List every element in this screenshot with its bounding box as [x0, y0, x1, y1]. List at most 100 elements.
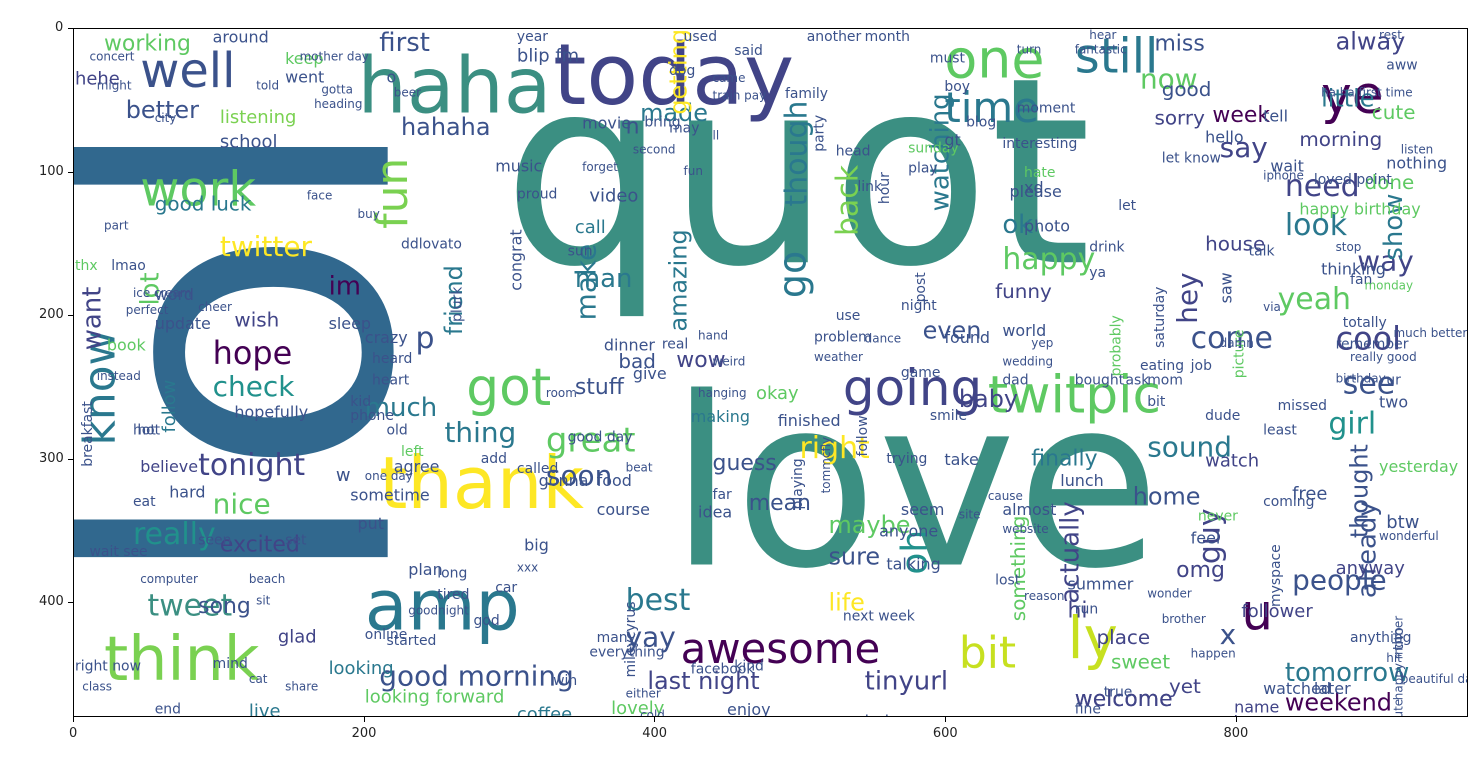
- word-w: w: [336, 465, 351, 486]
- word-go: go: [771, 251, 815, 298]
- word-friend: friend: [440, 265, 468, 335]
- word-sit: sit: [256, 594, 271, 608]
- word-cause: cause: [988, 489, 1023, 503]
- word-movie: movie: [582, 113, 631, 132]
- word-listening: listening: [220, 107, 297, 128]
- word-long: long: [437, 566, 467, 582]
- word-kind: kind: [734, 659, 764, 675]
- word-party: party: [812, 115, 828, 152]
- word-best: best: [626, 583, 691, 618]
- word-wait: wait: [1270, 156, 1303, 175]
- word-guy: guy: [1193, 508, 1228, 564]
- word-buy: buy: [358, 207, 380, 221]
- word-hehe: hehe: [75, 68, 120, 89]
- word-follow: follow: [159, 380, 180, 433]
- word-ask: ask: [1125, 372, 1150, 388]
- word-second: second: [633, 143, 676, 157]
- word-ye: ye: [1321, 66, 1384, 126]
- word-mom: mom: [1147, 372, 1183, 388]
- word-drink: drink: [1089, 239, 1125, 255]
- word-boy: boy: [944, 79, 970, 95]
- word-twitter: twitter: [220, 230, 313, 263]
- word-far: far: [713, 487, 732, 503]
- word-update: update: [155, 314, 211, 333]
- word-facebook: facebook: [691, 661, 756, 677]
- word-picture: picture: [1232, 330, 1248, 379]
- word-gt: gt: [944, 131, 960, 150]
- word-moment: moment: [1017, 100, 1076, 116]
- word-online: online: [365, 627, 408, 643]
- word-oh: oh: [894, 530, 935, 575]
- word-feel: feel: [1191, 528, 1221, 547]
- word-life: life: [828, 588, 864, 616]
- word-let-know: let know: [1162, 151, 1221, 167]
- word-cute: cute: [1372, 100, 1416, 124]
- word-much: much: [365, 393, 437, 423]
- word-link: link: [857, 179, 883, 195]
- word-minute: minute: [1391, 699, 1405, 716]
- word-thing: thing: [444, 416, 516, 449]
- word-fun: fun: [367, 158, 418, 229]
- word-better: better: [126, 96, 199, 124]
- word-fine: fine: [1075, 702, 1101, 716]
- word-bought: bought: [1075, 372, 1125, 388]
- word-fun: fun: [684, 164, 703, 178]
- word-crazy: crazy: [365, 328, 408, 347]
- word-give: give: [633, 364, 667, 383]
- word-anyone: anyone: [879, 521, 938, 540]
- word-welcome: welcome: [1075, 687, 1173, 712]
- word-loved-point: loved point: [1314, 172, 1393, 188]
- word-game: game: [901, 365, 941, 381]
- word-win: win: [553, 673, 577, 689]
- word-site: site: [959, 508, 981, 522]
- word-used: used: [684, 29, 718, 45]
- word-ha-ha-first-time: ha ha first time: [1321, 85, 1413, 99]
- word-man: man: [575, 264, 633, 294]
- word-much-better: much better: [1394, 326, 1467, 340]
- y-tick-label: 300: [39, 450, 64, 466]
- word-watched: watched: [1263, 679, 1331, 698]
- x-tick-mark: [363, 717, 365, 722]
- word-train-pay: train pay: [713, 88, 767, 102]
- word-glad: glad: [278, 627, 317, 648]
- word-tweet: tweet: [147, 588, 232, 623]
- word-probably: probably: [1109, 315, 1125, 376]
- word-week: week: [1212, 103, 1270, 128]
- word-ly: ly: [1068, 604, 1118, 672]
- word-home: home: [1133, 482, 1201, 510]
- word-made: made: [640, 99, 708, 127]
- word-girl: girl: [1328, 407, 1376, 442]
- word-real: real: [662, 337, 688, 353]
- word-almost: almost: [1002, 500, 1056, 519]
- word-talk: talk: [1249, 244, 1276, 260]
- word-really-good: really good: [1350, 350, 1417, 364]
- word-must: must: [930, 50, 966, 66]
- word-beach: beach: [249, 572, 285, 586]
- word-bit: bit: [1147, 394, 1166, 410]
- word-awesome: awesome: [681, 624, 881, 673]
- word-excited: excited: [220, 532, 300, 557]
- word-last-night: last night: [647, 667, 759, 695]
- word-alway: alway: [1336, 29, 1406, 55]
- word-say: say: [1220, 131, 1268, 164]
- word-hopefully: hopefully: [234, 403, 308, 422]
- word-yep: yep: [1031, 336, 1053, 350]
- word-funny: funny: [995, 279, 1052, 303]
- word-school: school: [220, 131, 278, 152]
- word-lost: lost: [995, 573, 1021, 589]
- word-yeah: yeah: [1278, 282, 1351, 317]
- word-soon: soon: [546, 459, 612, 492]
- word-myspace: myspace: [1268, 544, 1284, 607]
- word-hand: hand: [698, 329, 728, 343]
- word-sunday: sunday: [908, 141, 959, 157]
- word-problem: problem: [814, 329, 872, 345]
- word-xd: xd: [1024, 178, 1044, 197]
- word-blog: blog: [966, 115, 996, 131]
- word-may: may: [669, 120, 699, 136]
- word-congrat: congrat: [507, 229, 526, 290]
- word-either: either: [626, 687, 661, 701]
- word-hate: hate: [1024, 165, 1055, 181]
- word-weird: weird: [713, 354, 746, 368]
- word-turn: turn: [1017, 42, 1042, 56]
